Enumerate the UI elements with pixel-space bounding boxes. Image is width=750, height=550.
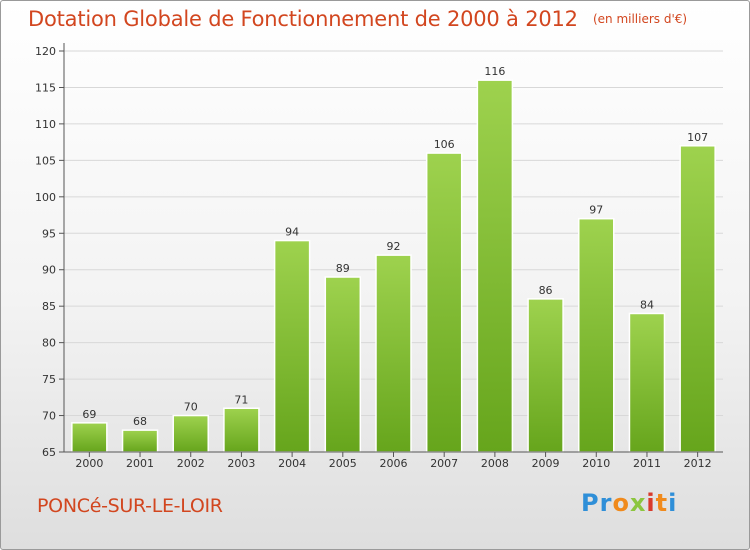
y-tick-label: 85 — [42, 300, 56, 313]
logo-letter: x — [629, 489, 647, 517]
y-tick-label: 115 — [35, 81, 56, 94]
x-tick-label: 2010 — [582, 457, 610, 470]
bar-2005 — [324, 276, 362, 453]
bar-value-label: 92 — [387, 240, 401, 253]
x-tick-label: 2008 — [481, 457, 509, 470]
bar-value-label: 84 — [640, 298, 654, 311]
bar-value-label: 89 — [336, 262, 350, 275]
y-tick-label: 90 — [42, 264, 56, 277]
logo-letter: P — [581, 489, 600, 517]
x-tick-label: 2012 — [684, 457, 712, 470]
logo-letter: t — [655, 489, 669, 517]
y-tick-label: 110 — [35, 118, 56, 131]
y-tick-label: 100 — [35, 191, 56, 204]
bar-2002 — [172, 414, 209, 453]
bar-value-label: 70 — [184, 401, 198, 414]
y-tick-label: 95 — [42, 227, 56, 240]
x-tick-label: 2000 — [75, 457, 103, 470]
y-tick-label: 75 — [42, 373, 56, 386]
logo-letter: i — [646, 489, 656, 517]
bar-2012 — [679, 145, 716, 453]
bar-2004 — [273, 239, 311, 453]
chart-unit: (en milliers d'€) — [592, 12, 688, 26]
bar-value-label: 116 — [484, 65, 505, 78]
logo-letter: o — [612, 489, 630, 517]
x-tick-label: 2005 — [329, 457, 357, 470]
x-tick-label: 2011 — [633, 457, 661, 470]
bar-value-label: 86 — [539, 284, 553, 297]
x-tick-label: 2009 — [532, 457, 560, 470]
bar-2000 — [71, 422, 108, 453]
commune-name: PONCé-SUR-LE-LOIR — [37, 495, 223, 517]
logo-letter: i — [668, 489, 678, 517]
bar-value-label: 97 — [589, 204, 603, 217]
bar-2001 — [121, 429, 159, 453]
bar-value-label: 107 — [687, 131, 708, 144]
bar-2003 — [223, 407, 260, 453]
bar-2008 — [476, 79, 514, 453]
y-tick-label: 120 — [35, 45, 56, 58]
x-tick-label: 2002 — [177, 457, 205, 470]
bars: 69 68 70 71 94 89 92 106 116 86 97 84 107 — [71, 65, 716, 453]
bar-2010 — [578, 217, 615, 453]
bar-2007 — [425, 152, 463, 453]
bar-2009 — [527, 298, 564, 453]
bar-2006 — [375, 254, 412, 453]
chart-title: Dotation Globale de Fonctionnement de 20… — [28, 7, 578, 31]
bar-value-label: 71 — [234, 393, 248, 406]
x-tick-label: 2003 — [227, 457, 255, 470]
y-tick-label: 65 — [42, 446, 56, 459]
proxiti-logo[interactable]: Proxiti — [581, 489, 677, 517]
x-tick-label: 2007 — [430, 457, 458, 470]
bar-value-label: 69 — [82, 408, 96, 421]
y-tick-label: 105 — [35, 154, 56, 167]
bar-2011 — [628, 312, 666, 453]
logo-letter: r — [599, 489, 613, 517]
x-tick-label: 2001 — [126, 457, 154, 470]
axes: 65 70 75 80 85 90 95 100 105 110 115 120 2000 2001 200… — [35, 43, 723, 470]
bar-value-label: 94 — [285, 226, 299, 239]
y-tick-label: 80 — [42, 337, 56, 350]
y-tick-label: 70 — [42, 410, 56, 423]
x-tick-label: 2004 — [278, 457, 306, 470]
bar-value-label: 106 — [434, 138, 455, 151]
bar-value-label: 68 — [133, 415, 147, 428]
title-row: Dotation Globale de Fonctionnement de 20… — [28, 7, 687, 31]
x-tick-label: 2006 — [380, 457, 408, 470]
